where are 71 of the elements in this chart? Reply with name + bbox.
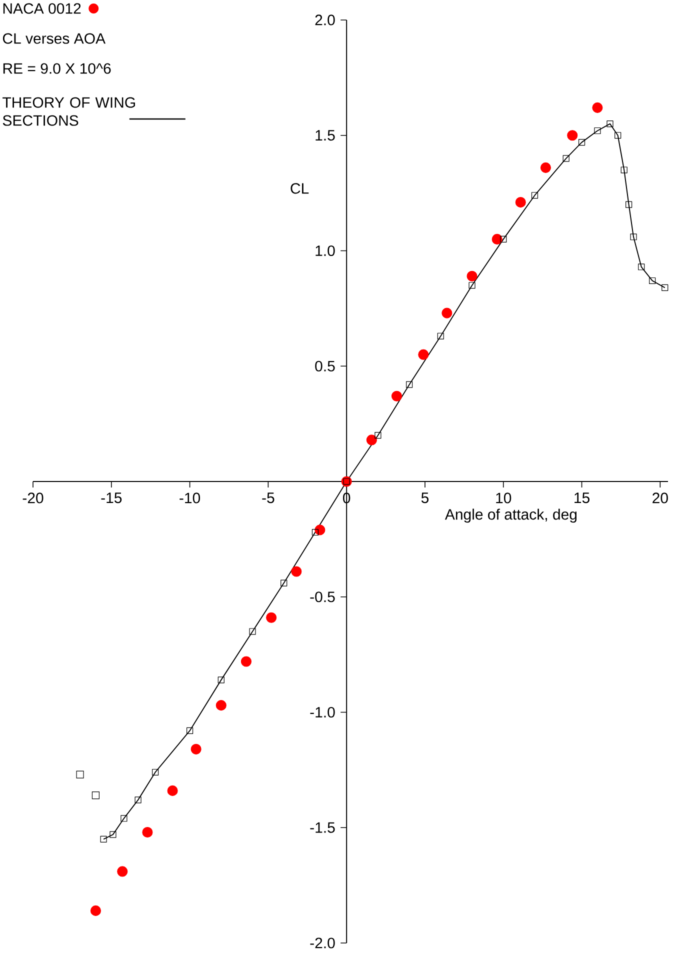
point [606, 120, 614, 128]
x-tick-label: 5 [421, 492, 429, 504]
text: RE = 9.0 X 10^6 [3, 63, 111, 74]
point [391, 390, 402, 402]
point [638, 264, 645, 270]
point [218, 676, 224, 684]
point [578, 139, 586, 146]
y-axis-title: CL [290, 183, 309, 194]
point [134, 796, 142, 804]
y-tick-label: 2.0 [315, 14, 335, 26]
y-tick-label: 0.5 [315, 360, 335, 372]
point [117, 866, 128, 877]
point [540, 162, 551, 173]
x-tick-label: 10 [496, 492, 512, 504]
point [406, 381, 413, 388]
point [366, 434, 377, 446]
point [466, 270, 478, 282]
legend-label: NACA 0012 [3, 3, 81, 14]
point [266, 612, 277, 623]
point [567, 130, 578, 141]
point [500, 236, 507, 242]
point [312, 528, 319, 536]
x-tick-label: -5 [262, 492, 274, 504]
y-tick-label: -0.5 [310, 592, 335, 602]
x-tick-label: -10 [180, 492, 200, 504]
point [314, 524, 326, 536]
point [240, 656, 252, 667]
point [614, 132, 622, 139]
point [626, 201, 632, 208]
point [515, 197, 526, 208]
y-tick-label: -1.5 [310, 822, 335, 833]
point [90, 905, 101, 916]
x-tick-label: 15 [574, 492, 590, 504]
x-tick-label: 20 [652, 492, 668, 504]
point [100, 836, 107, 842]
y-tick-label: 1.5 [316, 130, 335, 141]
point [442, 308, 452, 318]
point [649, 277, 656, 284]
point [249, 628, 256, 635]
point [562, 155, 570, 162]
point [468, 282, 476, 289]
point [594, 127, 601, 134]
point [630, 234, 637, 240]
point [620, 166, 628, 174]
point [662, 284, 668, 291]
point [492, 234, 502, 244]
legend-label: THEORY OF WING SECTIONS [2, 97, 135, 126]
point [418, 349, 429, 360]
point [592, 102, 603, 113]
point [167, 785, 178, 796]
point [374, 432, 382, 439]
text: CL verses AOA [2, 33, 106, 44]
point [280, 580, 288, 586]
y-tick-label: -1.0 [310, 706, 335, 718]
point [110, 831, 116, 838]
point [437, 332, 444, 340]
point [152, 768, 159, 776]
y-tick-label: -2.0 [310, 938, 335, 948]
point [190, 744, 202, 754]
point [216, 700, 226, 711]
x-axis-title: Angle of attack, deg [444, 508, 577, 523]
y-tick-label: 1.0 [316, 245, 335, 256]
point [142, 826, 153, 838]
x-tick-label: -20 [22, 492, 44, 504]
point [291, 566, 302, 577]
point [186, 727, 194, 734]
x-tick-label: -15 [101, 492, 122, 504]
point [92, 792, 100, 800]
point [76, 770, 84, 778]
point [531, 192, 538, 199]
point [120, 815, 128, 822]
